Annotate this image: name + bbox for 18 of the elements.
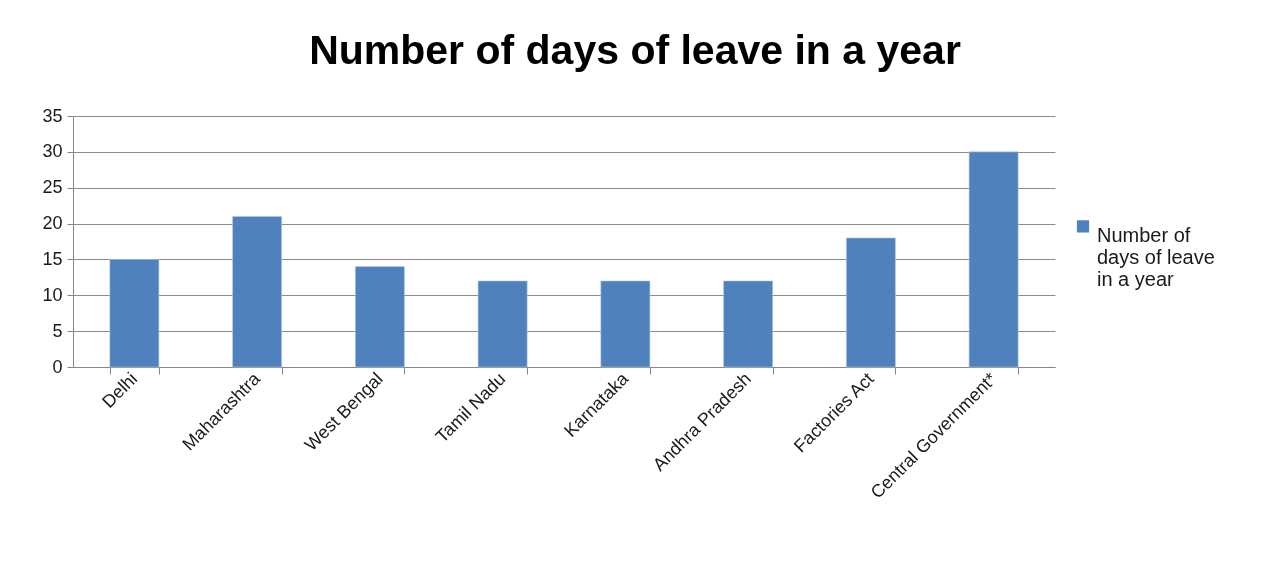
bar bbox=[600, 280, 651, 368]
y-tick-label: 10 bbox=[42, 284, 63, 305]
y-tick-label: 15 bbox=[42, 248, 63, 269]
y-tick-label: 35 bbox=[42, 105, 63, 126]
bar bbox=[232, 216, 282, 368]
bar bbox=[968, 151, 1019, 368]
chart-title: Number of days of leave in a year bbox=[309, 27, 961, 73]
y-tick-label: 0 bbox=[52, 356, 63, 377]
legend-label: Number of days of leave in a year bbox=[1097, 224, 1215, 291]
bar bbox=[355, 266, 405, 368]
y-tick-label: 20 bbox=[42, 213, 63, 234]
y-tick-label: 5 bbox=[52, 320, 63, 341]
bar bbox=[846, 237, 896, 368]
bar bbox=[477, 280, 528, 368]
bar bbox=[109, 259, 160, 368]
y-tick-label: 25 bbox=[42, 177, 63, 198]
bar bbox=[723, 280, 773, 368]
y-tick-label: 30 bbox=[42, 141, 63, 162]
